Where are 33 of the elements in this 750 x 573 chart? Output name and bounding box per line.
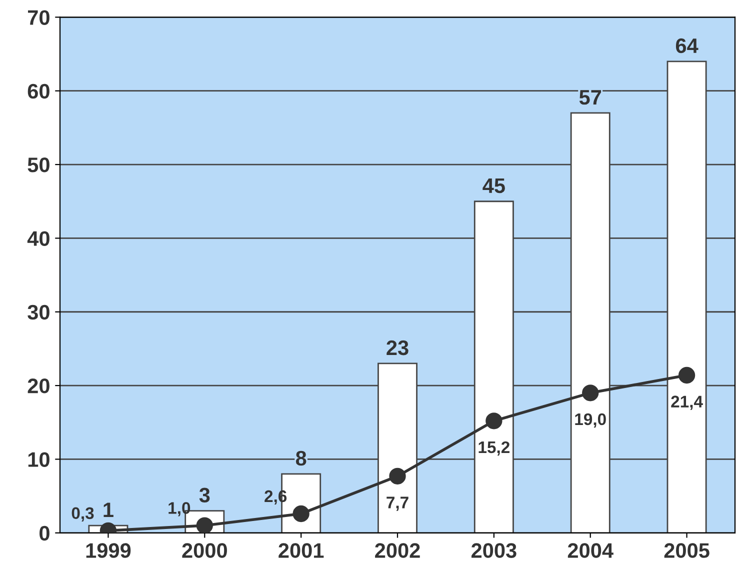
data-label: 0,3 bbox=[72, 507, 94, 522]
x-tick-label: 2002 bbox=[375, 543, 420, 558]
y-tick-label: 20 bbox=[28, 378, 50, 394]
x-tick-label: 2001 bbox=[278, 543, 324, 558]
x-tick-label: 2004 bbox=[568, 543, 614, 558]
point bbox=[582, 384, 599, 402]
x-tick-label: 2003 bbox=[471, 543, 516, 558]
data-label: 1 bbox=[104, 502, 114, 518]
y-tick-label: 70 bbox=[28, 10, 50, 25]
data-label: 45 bbox=[482, 178, 505, 194]
data-label: 21,4 bbox=[671, 396, 703, 410]
data-label: 23 bbox=[386, 340, 408, 356]
y-tick-label: 30 bbox=[28, 304, 50, 320]
point bbox=[292, 505, 310, 522]
y-tick-label: 40 bbox=[27, 231, 50, 246]
y-tick-label: 60 bbox=[28, 84, 50, 99]
data-label: 3 bbox=[199, 488, 210, 503]
x-tick-label: 2000 bbox=[182, 543, 227, 558]
point bbox=[678, 366, 696, 384]
data-label: 7,7 bbox=[386, 496, 408, 511]
data-label: 8 bbox=[296, 450, 306, 466]
data-label: 15,2 bbox=[478, 441, 510, 456]
point bbox=[389, 468, 406, 484]
x-tick-label: 2005 bbox=[664, 543, 710, 558]
y-tick-label: 10 bbox=[28, 452, 50, 467]
point bbox=[486, 412, 502, 430]
data-label: 1,0 bbox=[168, 502, 190, 516]
y-tick-label: 50 bbox=[28, 158, 50, 172]
data-label: 19,0 bbox=[575, 413, 606, 428]
data-label: 57 bbox=[579, 90, 602, 105]
data-label: 64 bbox=[676, 38, 698, 54]
x-tick-label: 1999 bbox=[86, 543, 131, 558]
y-tick-label: 0 bbox=[40, 526, 50, 541]
